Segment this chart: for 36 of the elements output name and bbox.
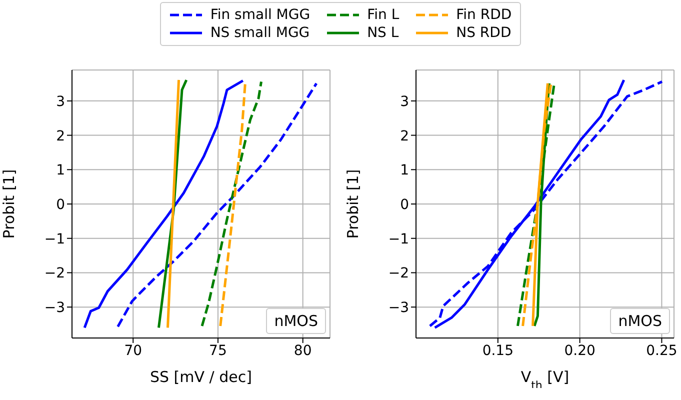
legend-label: Fin small MGG [210, 7, 310, 23]
x-axis-title: SS [mV / dec] [150, 368, 252, 386]
x-tick-label: 80 [294, 342, 312, 359]
x-tick-label: 0.20 [564, 342, 596, 359]
x-tick-label: 0.15 [482, 342, 514, 359]
annotation: nMOS [610, 308, 670, 334]
y-tick-label: −2 [44, 266, 65, 282]
y-tick-label: 2 [56, 128, 65, 144]
y-tick-label: −3 [44, 300, 65, 316]
y-tick-label: 2 [400, 128, 409, 144]
legend-label: Fin L [367, 7, 400, 23]
legend-label: Fin RDD [456, 7, 512, 23]
x-tick-label: 70 [124, 342, 142, 359]
y-tick-label: 3 [56, 94, 65, 110]
line-series [83, 79, 244, 329]
y-tick-label: −3 [388, 300, 409, 316]
y-tick-label: 1 [400, 162, 409, 179]
x-tick-label: 75 [209, 342, 227, 359]
legend-label: NS L [367, 25, 399, 41]
y-tick-label: 1 [56, 162, 65, 179]
x-tick-label: 0.25 [646, 342, 678, 359]
y-tick-label: 3 [400, 94, 409, 110]
y-axis-title: Probit [1] [344, 169, 362, 239]
line-series [200, 80, 263, 328]
line-series [522, 82, 552, 328]
y-axis-title: Probit [1] [0, 169, 18, 239]
legend-label: NS RDD [456, 25, 512, 41]
y-tick-label: 0 [400, 196, 409, 213]
annotation: nMOS [266, 308, 326, 334]
line-series [428, 80, 664, 328]
y-tick-label: 0 [56, 196, 65, 213]
line-series [116, 82, 318, 328]
y-tick-label: −2 [388, 266, 409, 282]
legend-label: NS small MGG [210, 25, 310, 41]
y-tick-label: −1 [388, 231, 409, 248]
y-tick-label: −1 [44, 231, 65, 248]
